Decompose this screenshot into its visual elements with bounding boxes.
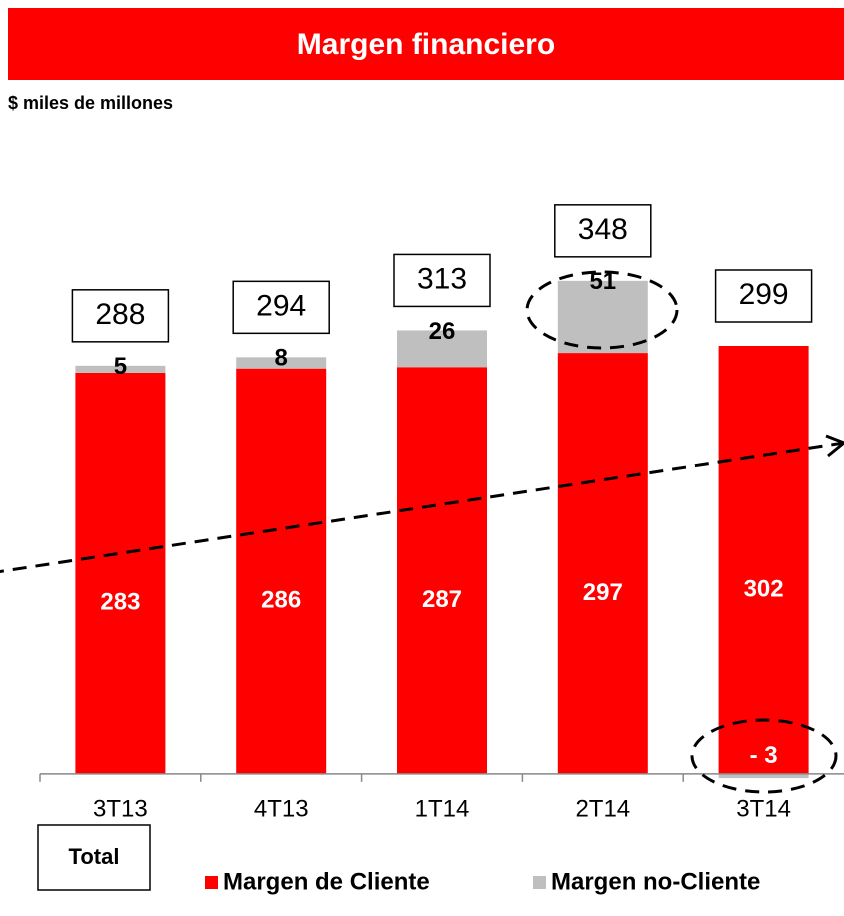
bar-segment (557, 280, 648, 354)
bar-segment (236, 357, 327, 369)
x-tick-label: 3T13 (93, 795, 148, 822)
bar-segment (236, 368, 327, 774)
bar-segment (75, 365, 166, 373)
chart-title: Margen financiero (297, 28, 555, 61)
plot: 28352883T1328682944T13287263131T14297513… (39, 204, 844, 822)
total-label: 348 (578, 213, 628, 246)
value-label: 286 (261, 587, 301, 614)
value-label: 283 (100, 589, 140, 616)
x-tick-label: 2T14 (575, 795, 630, 822)
total-label: 299 (739, 278, 789, 311)
total-box (714, 269, 813, 323)
value-label: 8 (275, 345, 288, 372)
title-band (8, 8, 844, 80)
total-box (71, 289, 170, 343)
bar-segment (397, 367, 487, 774)
value-label: 5 (114, 353, 127, 380)
legend-label: Margen de Cliente (223, 868, 430, 895)
legend-swatch (205, 876, 218, 889)
legend-swatch (533, 876, 546, 889)
bar-segment (718, 346, 809, 774)
value-label: 302 (744, 575, 784, 602)
total-box (554, 204, 652, 258)
x-tick-label: 1T14 (415, 795, 470, 822)
bar-segment (397, 330, 487, 368)
trend-line (0, 441, 844, 573)
total-box (232, 280, 330, 335)
value-label: 297 (583, 579, 623, 606)
bar-segment (75, 372, 166, 774)
legend-label: Margen no-Cliente (551, 868, 760, 895)
chart-subtitle: $ miles de millones (8, 93, 173, 113)
highlight-ellipse (690, 718, 838, 794)
value-label: 287 (422, 586, 462, 613)
x-tick-label: 3T14 (736, 795, 791, 822)
x-tick-label: 4T13 (254, 795, 309, 822)
value-label: 26 (429, 318, 456, 345)
legend-total-box (37, 824, 151, 891)
total-label: 294 (256, 289, 306, 322)
trend-arrow (825, 434, 844, 458)
total-label: 313 (417, 262, 467, 295)
value-label: - 3 (750, 742, 778, 769)
total-box (393, 253, 491, 308)
legend-total-label: Total (69, 844, 120, 869)
bar-segment (718, 773, 809, 779)
total-label: 288 (95, 298, 145, 331)
highlight-ellipse (525, 270, 679, 350)
bar-segment (557, 353, 648, 774)
